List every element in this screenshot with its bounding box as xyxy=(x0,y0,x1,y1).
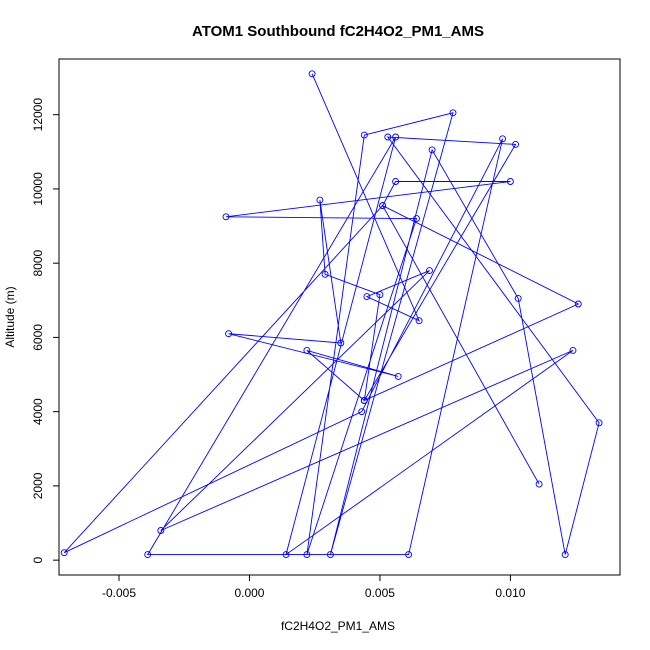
data-point xyxy=(360,397,368,404)
data-point xyxy=(60,549,68,557)
data-point xyxy=(379,202,387,210)
y-tick-label: 4000 xyxy=(31,398,45,425)
series-line-group xyxy=(60,70,603,559)
data-point xyxy=(595,419,603,427)
data-point xyxy=(376,291,384,299)
data-point xyxy=(514,294,522,302)
data-point xyxy=(303,346,311,354)
data-point xyxy=(222,213,230,221)
data-point xyxy=(282,551,290,559)
data-point xyxy=(415,317,423,325)
data-point xyxy=(326,551,334,559)
x-axis-label: fC2H4O2_PM1_AMS xyxy=(281,619,395,633)
data-point xyxy=(363,293,371,301)
y-tick-label: 0 xyxy=(31,556,45,563)
data-point xyxy=(569,346,577,354)
data-point xyxy=(321,270,329,278)
data-point xyxy=(392,133,400,141)
data-point xyxy=(392,178,400,185)
y-axis-label: Altitude (m) xyxy=(3,286,17,347)
data-point xyxy=(499,135,507,143)
data-point xyxy=(225,330,233,338)
y-tick-label: 6000 xyxy=(31,324,45,351)
x-axis: -0.005 0.000 0.005 0.010 xyxy=(102,574,526,600)
data-point xyxy=(360,131,368,139)
y-tick-label: 2000 xyxy=(31,472,45,499)
data-point xyxy=(512,140,520,148)
chart-title: ATOM1 Southbound fC2H4O2_PM1_AMS xyxy=(192,23,484,40)
x-tick-label: 0.000 xyxy=(234,586,264,600)
data-point xyxy=(506,178,514,185)
data-point xyxy=(394,372,402,380)
y-tick-label: 10000 xyxy=(31,172,45,206)
y-tick-label: 8000 xyxy=(31,250,45,277)
data-point xyxy=(413,215,420,223)
data-point xyxy=(316,196,324,204)
x-tick-label: 0.010 xyxy=(495,586,525,600)
data-point xyxy=(405,551,413,559)
data-point xyxy=(561,551,569,559)
data-point xyxy=(449,109,457,117)
data-point xyxy=(308,70,316,78)
data-point xyxy=(426,267,433,275)
data-point xyxy=(144,551,152,559)
series-line xyxy=(63,73,600,556)
data-point xyxy=(535,480,543,488)
data-point xyxy=(337,339,345,347)
y-axis: 0 2000 4000 6000 8000 10000 12000 xyxy=(31,98,60,563)
x-tick-label: -0.005 xyxy=(102,586,136,600)
data-point xyxy=(303,551,311,559)
data-point xyxy=(574,300,582,308)
data-point xyxy=(157,527,165,534)
y-tick-label: 12000 xyxy=(31,98,45,132)
data-point xyxy=(428,146,436,154)
data-point xyxy=(384,133,392,141)
x-tick-label: 0.005 xyxy=(365,586,395,600)
data-point xyxy=(358,408,366,416)
